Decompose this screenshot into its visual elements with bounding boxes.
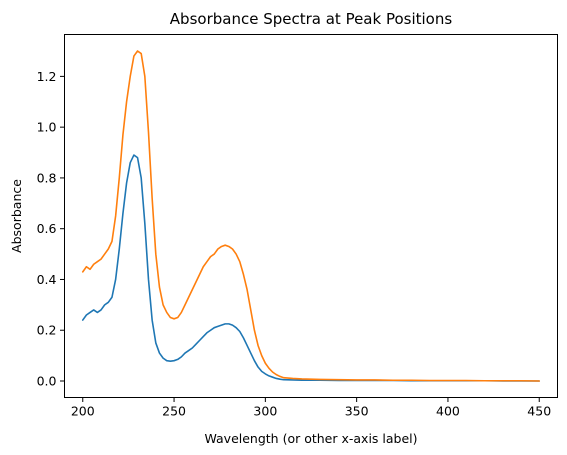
x-tick-label: 250 xyxy=(162,404,186,419)
x-tick-label: 450 xyxy=(527,404,551,419)
y-axis-label: Absorbance xyxy=(9,179,24,253)
y-tick-label: 0.2 xyxy=(37,323,57,338)
y-tick-label: 1.0 xyxy=(37,120,57,135)
x-tick-label: 400 xyxy=(436,404,460,419)
x-tick-label: 350 xyxy=(345,404,369,419)
x-tick-label: 300 xyxy=(253,404,277,419)
plot-area xyxy=(64,34,558,398)
x-axis: 200 250 300 350 400 450 xyxy=(71,397,551,419)
y-tick-label: 0.8 xyxy=(37,170,57,185)
x-tick-label: 200 xyxy=(71,404,95,419)
plot-frame xyxy=(64,34,558,398)
y-tick-label: 1.2 xyxy=(37,69,57,84)
x-axis-label: Wavelength (or other x-axis label) xyxy=(204,431,417,446)
y-axis: 0.0 0.2 0.4 0.6 0.8 1.0 1.2 xyxy=(37,69,65,389)
chart-title: Absorbance Spectra at Peak Positions xyxy=(170,10,453,28)
series-layer xyxy=(81,50,541,382)
y-tick-label: 0.6 xyxy=(37,221,57,236)
y-tick-label: 0.0 xyxy=(37,374,57,389)
series-line-2 xyxy=(81,50,541,382)
y-tick-label: 0.4 xyxy=(37,272,57,287)
